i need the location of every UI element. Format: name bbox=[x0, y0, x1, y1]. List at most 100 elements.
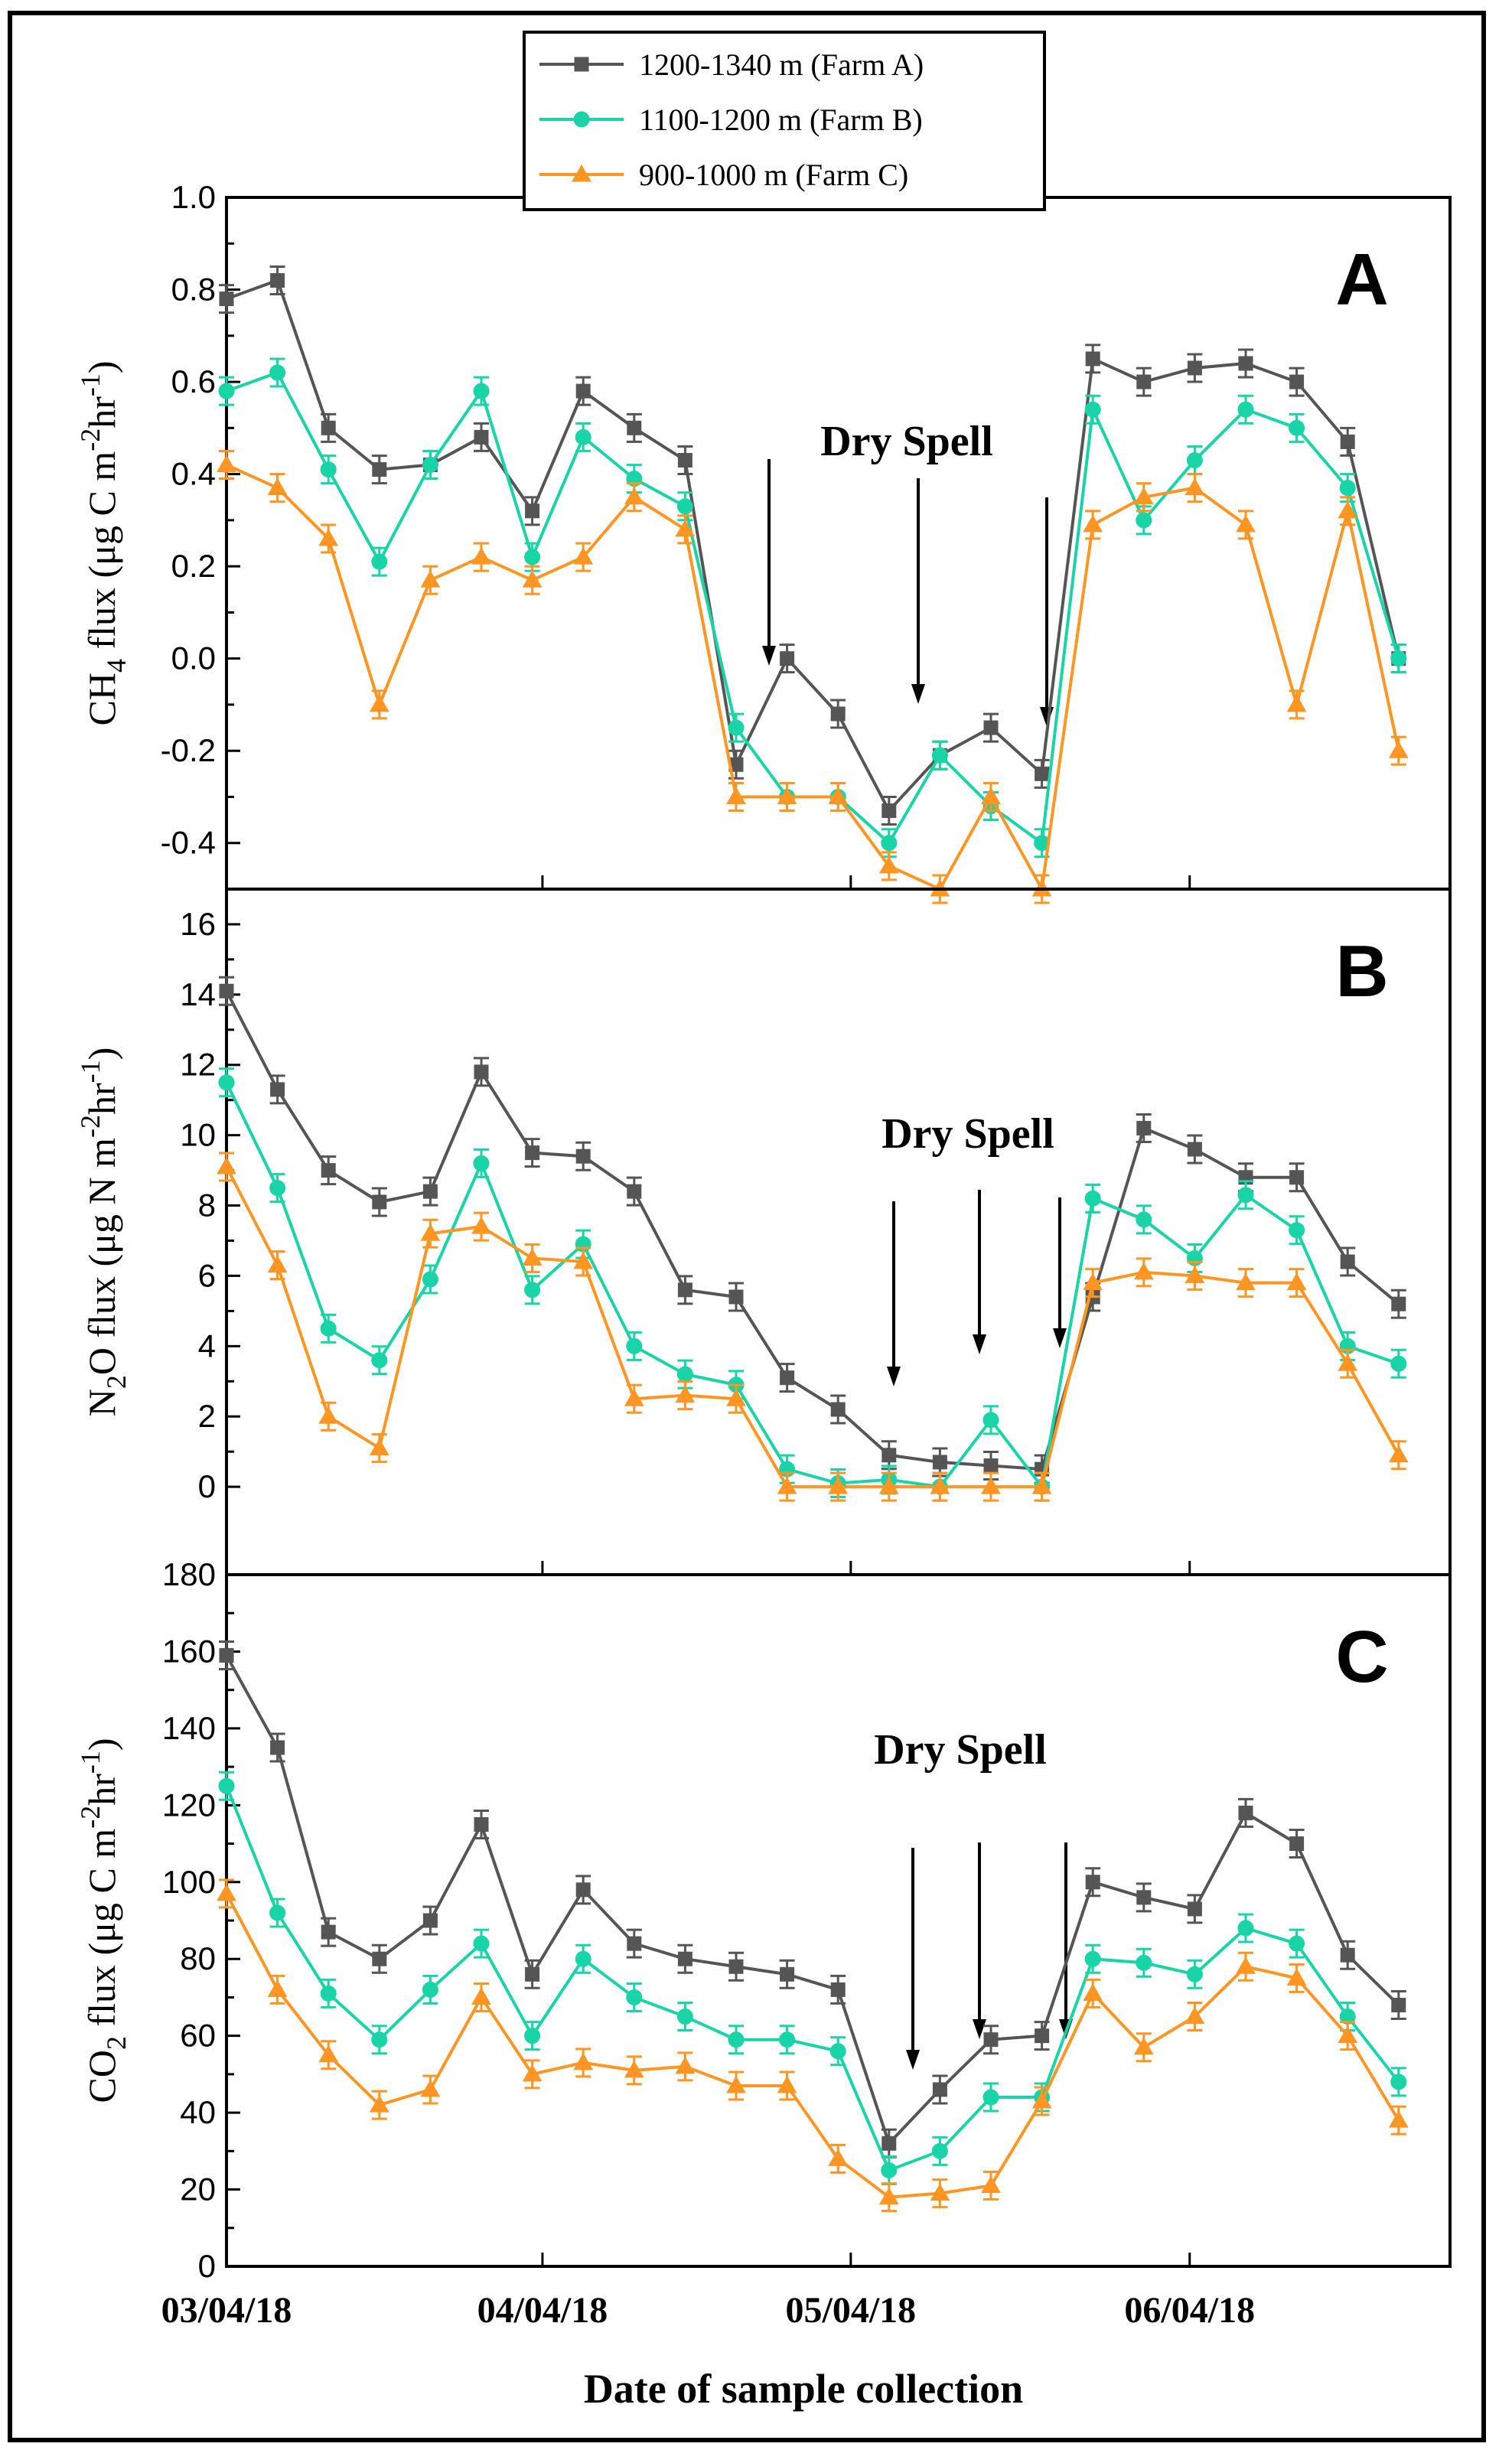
panel-C-data-point bbox=[626, 1989, 643, 2005]
panel-C-data-point bbox=[982, 2089, 999, 2106]
panel-A-data-point bbox=[1338, 500, 1358, 519]
panel-B-ytick-label: 2 bbox=[198, 1398, 216, 1434]
panel-B-data-point bbox=[318, 1406, 339, 1424]
panel-A-data-point bbox=[830, 706, 846, 722]
panel-C-data-point bbox=[1085, 1875, 1100, 1890]
panel-B-data-point bbox=[1236, 1272, 1256, 1291]
panel-C-data-point bbox=[1236, 1956, 1256, 1974]
panel-C-data-point bbox=[270, 1740, 285, 1755]
panel-B-data-point bbox=[522, 1248, 543, 1266]
panel-B-data-point bbox=[1084, 1190, 1101, 1207]
panel-A-data-point bbox=[422, 457, 438, 474]
panel-B-data-point bbox=[371, 1352, 388, 1369]
panel-C-data-point bbox=[318, 2044, 339, 2063]
panel-A-data-point bbox=[1136, 374, 1152, 389]
panel-B-data-point bbox=[1289, 1170, 1305, 1185]
panel-A-data-point bbox=[1238, 356, 1253, 371]
panel-C-data-point bbox=[422, 1913, 438, 1928]
panel-A-data-point bbox=[471, 547, 491, 565]
x-tick-label: 06/04/18 bbox=[1124, 2290, 1255, 2331]
panel-A-data-point bbox=[267, 477, 288, 496]
panel-B-data-point bbox=[524, 1282, 541, 1298]
panel-C-data-point bbox=[422, 1981, 438, 1998]
panel-C-data-point bbox=[217, 1883, 236, 1901]
panel-B-data-point bbox=[420, 1223, 441, 1241]
panel-C-data-point bbox=[420, 2079, 441, 2097]
panel-B-ytick-label: 8 bbox=[198, 1188, 216, 1223]
panel-B-data-point bbox=[267, 1255, 288, 1273]
panel-B-ytick-label: 6 bbox=[198, 1257, 216, 1293]
panel-A-data-point bbox=[1388, 741, 1409, 758]
panel-A-data-point bbox=[573, 547, 594, 565]
panel-B-data-point bbox=[676, 1366, 693, 1383]
panel-C-data-point bbox=[627, 1936, 642, 1951]
panel-B-data-point bbox=[218, 1074, 235, 1091]
panel-B-data-point bbox=[474, 1064, 489, 1080]
panel-C-data-point bbox=[522, 2064, 543, 2082]
panel-A-data-point bbox=[371, 553, 388, 570]
panel-B-ytick-label: 12 bbox=[180, 1047, 216, 1083]
panel-A-data-point bbox=[881, 803, 897, 819]
panel-C-data-point bbox=[1187, 1901, 1202, 1917]
panel-B-data-point bbox=[981, 1477, 1001, 1494]
panel-A-data-point bbox=[728, 719, 745, 736]
panel-B-data-point bbox=[930, 1477, 950, 1494]
panel-B-series-line-0 bbox=[225, 990, 1400, 1471]
panel-B-ytick-label: 10 bbox=[180, 1117, 216, 1153]
panel-B-data-point bbox=[1136, 1120, 1152, 1135]
panel-B-data-point bbox=[473, 1155, 490, 1171]
panel-C-data-point bbox=[218, 1777, 235, 1794]
panel-A-data-point bbox=[983, 720, 999, 735]
panel-A-data-point bbox=[1083, 514, 1103, 533]
panel-A-data-point bbox=[522, 570, 543, 588]
panel-A-ytick-label: 1.0 bbox=[171, 179, 216, 215]
panel-B-data-point bbox=[878, 1477, 899, 1494]
panel-C-data-point bbox=[269, 1904, 286, 1921]
panel-C-data-point bbox=[1083, 1983, 1103, 2001]
panel-A-data-point bbox=[372, 462, 387, 477]
panel-A-data-point bbox=[369, 694, 389, 712]
panel-B-data-point bbox=[1083, 1272, 1103, 1291]
panel-A-dry-spell-arrowhead bbox=[911, 684, 925, 704]
panel-C-ytick-label: 120 bbox=[162, 1787, 216, 1823]
panel-C-series-line-2 bbox=[225, 1892, 1400, 2199]
panel-B-data-point bbox=[525, 1145, 540, 1161]
panel-C-data-point bbox=[983, 2032, 999, 2048]
panel-B-data-point bbox=[372, 1194, 387, 1210]
panel-B-data-point bbox=[575, 1148, 591, 1164]
panel-B-dry-spell-arrowhead bbox=[1053, 1328, 1067, 1348]
panel-A-data-point bbox=[420, 570, 441, 588]
panel-B-data-point bbox=[1187, 1142, 1202, 1157]
panel-C-data-point bbox=[828, 2149, 849, 2166]
panel-C-data-point bbox=[1289, 1935, 1305, 1952]
panel-B-data-point bbox=[1338, 1354, 1358, 1371]
panel-C-data-point bbox=[930, 2183, 950, 2201]
panel-A-data-point bbox=[473, 383, 490, 399]
panel-A-data-point bbox=[1085, 351, 1100, 367]
panel-B-data-point bbox=[422, 1271, 438, 1288]
panel-B-data-point bbox=[728, 1289, 744, 1305]
panel-C-data-point bbox=[1031, 2091, 1052, 2109]
panel-C-data-point bbox=[676, 2009, 693, 2025]
panel-B-ytick-label: 4 bbox=[198, 1328, 216, 1363]
panel-A-data-point bbox=[269, 364, 286, 381]
panel-A-data-point bbox=[1286, 694, 1307, 712]
panel-C-ytick-label: 40 bbox=[180, 2094, 216, 2130]
panel-C-data-point bbox=[524, 2028, 541, 2044]
panel-B-data-point bbox=[982, 1412, 999, 1429]
panel-C-data-point bbox=[525, 1966, 540, 1982]
panel-A-data-point bbox=[1340, 434, 1355, 449]
panel-C-ytick-label: 100 bbox=[162, 1864, 216, 1900]
panel-C-data-point bbox=[267, 1979, 288, 1997]
panel-A-data-point bbox=[1136, 512, 1152, 529]
panel-A-data-point bbox=[1236, 514, 1256, 533]
panel-B-data-point bbox=[780, 1370, 795, 1386]
panel-A-ytick-label: 0.0 bbox=[171, 640, 216, 676]
panel-C-data-point bbox=[830, 1982, 846, 1997]
panel-A-data-point bbox=[828, 787, 849, 804]
panel-B-data-point bbox=[830, 1402, 846, 1417]
panel-A-series-line-1 bbox=[226, 370, 1400, 846]
panel-C-data-point bbox=[1185, 2006, 1205, 2025]
panel-C-data-point bbox=[573, 2052, 594, 2070]
